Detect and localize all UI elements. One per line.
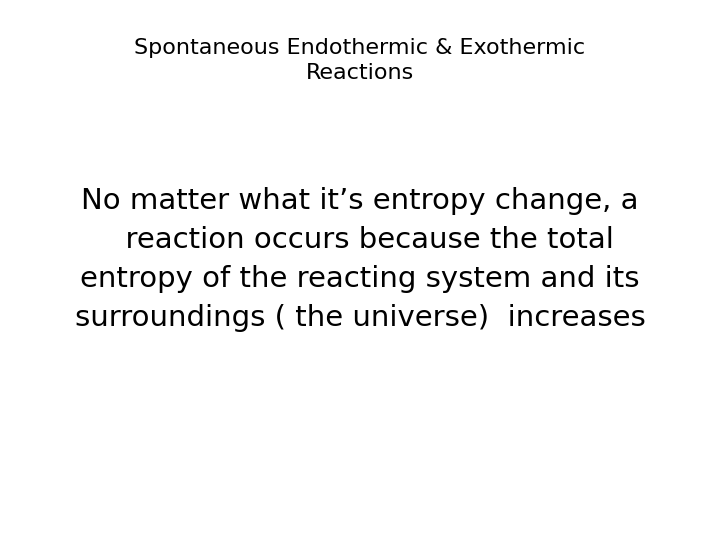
Text: No matter what it’s entropy change, a
  reaction occurs because the total
entrop: No matter what it’s entropy change, a re… [75,187,645,332]
Text: Spontaneous Endothermic & Exothermic
Reactions: Spontaneous Endothermic & Exothermic Rea… [135,38,585,83]
